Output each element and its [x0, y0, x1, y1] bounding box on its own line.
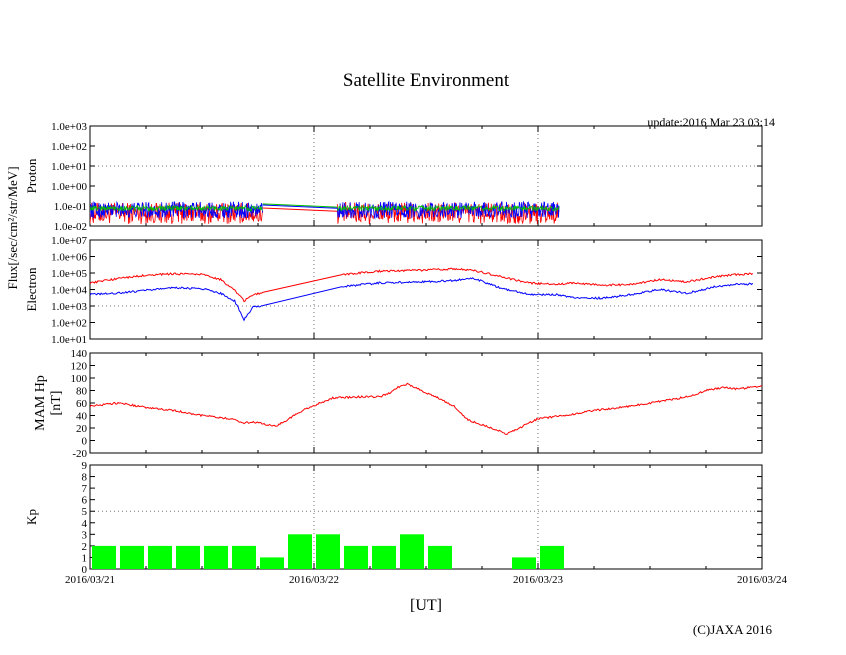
mam_hp-ytick-label: 0 [82, 436, 88, 448]
date-tick-label: 2016/03/23 [513, 574, 564, 586]
mam_hp-ytick-label: 80 [76, 386, 88, 398]
kp-ytick-label: 8 [82, 472, 88, 484]
kp-bar [148, 545, 172, 569]
proton-gap-line-0 [262, 207, 338, 212]
electron-ytick-label: 1.0e+05 [51, 268, 87, 280]
update-timestamp: update:2016 Mar 23 03:14 [647, 115, 775, 129]
kp-bar [120, 545, 144, 569]
kp-bar [204, 545, 228, 569]
proton-ytick-label: 1.0e+03 [51, 121, 87, 133]
flux-axis-label: Flux[/sec/cm²/str/MeV] [5, 166, 20, 289]
kp-bar [232, 545, 256, 569]
proton-gap-line-1 [262, 204, 338, 209]
proton-ytick-label: 1.0e+02 [51, 141, 87, 153]
mam_hp-frame [89, 352, 763, 454]
electron-plot-area [90, 267, 754, 322]
date-tick-label: 2016/03/21 [65, 574, 115, 586]
mam_hp-ytick-label: 140 [71, 348, 88, 360]
kp-ytick-label: 0 [82, 564, 88, 576]
mam_hp-ytick-label: 120 [71, 361, 88, 373]
copyright: (C)JAXA 2016 [693, 622, 773, 637]
electron-ylabel: Electron [24, 267, 39, 312]
kp-bar [316, 534, 340, 569]
kp-ytick-label: 2 [82, 541, 88, 553]
kp-plot-area [92, 534, 564, 569]
kp-bar [428, 545, 452, 569]
kp-ytick-label: 4 [82, 518, 88, 530]
kp-bar [92, 545, 116, 569]
electron-ytick-label: 1.0e+07 [51, 235, 87, 247]
electron-ytick-label: 1.0e+02 [51, 318, 87, 330]
electron-series-0 [90, 267, 754, 303]
proton-series-1 [90, 200, 560, 220]
kp-bar [288, 534, 312, 569]
proton-ytick-label: 1.0e-02 [54, 221, 87, 233]
x-axis-label: [UT] [410, 597, 442, 614]
kp-bar [344, 545, 368, 569]
electron-ytick-label: 1.0e+01 [51, 334, 87, 346]
chart-title: Satellite Environment [343, 70, 510, 91]
mam_hp-ytick-label: 100 [71, 373, 88, 385]
electron-ytick-label: 1.0e+06 [51, 252, 87, 264]
mam_hp-ytick-label: 40 [76, 411, 88, 423]
mam_hp-ytick-label: -20 [72, 448, 87, 460]
kp-bar [260, 557, 284, 569]
kp-bar [540, 545, 564, 569]
kp-bar [176, 545, 200, 569]
kp-ytick-label: 5 [82, 506, 88, 518]
kp-bar [372, 545, 396, 569]
mam_hp-ylabel: MAM Hp [33, 375, 48, 431]
kp-ytick-label: 7 [82, 483, 88, 495]
kp-ytick-label: 1 [82, 552, 88, 564]
kp-ylabel: Kp [24, 509, 39, 525]
electron-series-1 [90, 277, 754, 322]
kp-ytick-label: 9 [82, 460, 88, 472]
proton-series-2 [90, 204, 560, 213]
kp-bar [400, 534, 424, 569]
mam_hp-series-0 [90, 382, 762, 435]
electron-ytick-label: 1.0e+03 [51, 301, 87, 313]
date-tick-label: 2016/03/22 [289, 574, 339, 586]
date-tick-label: 2016/03/24 [737, 574, 788, 586]
proton-gap-line-2 [262, 203, 338, 208]
proton-ylabel: Proton [24, 158, 39, 193]
kp-ytick-label: 6 [82, 495, 88, 507]
proton-plot-area [90, 200, 560, 225]
proton-ytick-label: 1.0e+01 [51, 161, 87, 173]
mam_hp-ytick-label: 20 [76, 423, 88, 435]
electron-ytick-label: 1.0e+04 [51, 285, 87, 297]
mam_hp-plot-area [90, 382, 762, 435]
kp-bar [512, 557, 536, 569]
proton-ytick-label: 1.0e-01 [54, 201, 87, 213]
kp-ytick-label: 3 [82, 529, 88, 541]
mam_hp-ylabel-unit: [nT] [49, 391, 64, 416]
mam_hp-ytick-label: 60 [76, 398, 88, 410]
proton-ytick-label: 1.0e+00 [51, 181, 87, 193]
